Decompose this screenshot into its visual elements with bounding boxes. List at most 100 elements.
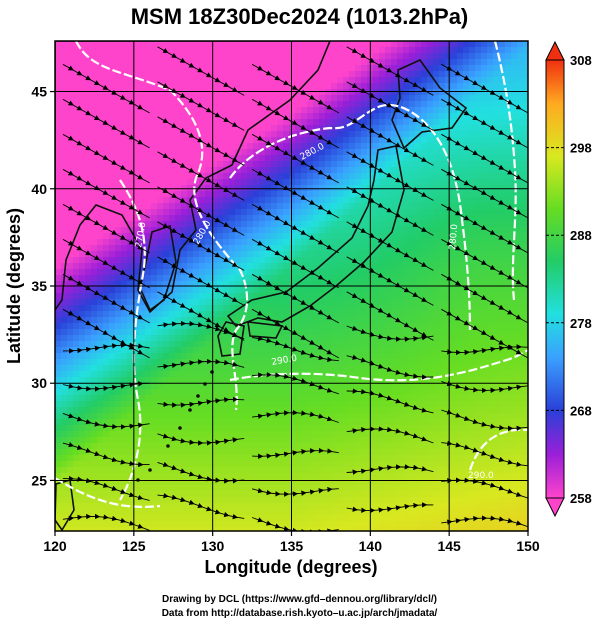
field-cell (85, 59, 92, 66)
field-cell (469, 281, 476, 288)
field-cell (523, 299, 528, 306)
field-cell (487, 107, 494, 114)
field-cell (289, 161, 296, 168)
field-cell (235, 227, 242, 234)
field-cell (283, 365, 290, 372)
field-cell (169, 395, 176, 402)
field-cell (487, 131, 494, 138)
field-cell (373, 41, 380, 48)
field-cell (55, 377, 62, 384)
field-cell (361, 59, 368, 66)
field-cell (415, 365, 422, 372)
field-cell (439, 341, 446, 348)
field-cell (385, 299, 392, 306)
field-cell (349, 89, 356, 96)
field-cell (421, 389, 428, 396)
field-cell (247, 95, 254, 102)
field-cell (55, 215, 62, 222)
field-cell (481, 353, 488, 360)
field-cell (217, 365, 224, 372)
field-cell (265, 401, 272, 408)
field-cell (151, 335, 158, 342)
field-cell (409, 167, 416, 174)
field-cell (421, 275, 428, 282)
field-cell (61, 221, 68, 228)
field-cell (469, 173, 476, 180)
field-cell (433, 275, 440, 282)
field-cell (331, 263, 338, 270)
field-cell (55, 233, 62, 240)
field-cell (103, 245, 110, 252)
field-cell (355, 305, 362, 312)
field-cell (175, 347, 182, 354)
field-cell (145, 269, 152, 276)
field-cell (181, 335, 188, 342)
field-cell (205, 269, 212, 276)
field-cell (157, 263, 164, 270)
field-cell (301, 401, 308, 408)
field-cell (319, 161, 326, 168)
field-cell (283, 107, 290, 114)
field-cell (481, 215, 488, 222)
field-cell (505, 185, 512, 192)
field-cell (511, 383, 518, 390)
field-cell (469, 353, 476, 360)
field-cell (439, 347, 446, 354)
field-cell (55, 401, 62, 408)
field-cell (127, 377, 134, 384)
field-cell (151, 83, 158, 90)
field-cell (427, 287, 434, 294)
field-cell (379, 89, 386, 96)
field-cell (475, 377, 482, 384)
field-cell (481, 377, 488, 384)
field-cell (283, 155, 290, 162)
field-cell (499, 113, 506, 120)
field-cell (451, 155, 458, 162)
field-cell (313, 323, 320, 330)
field-cell (139, 401, 146, 408)
field-cell (55, 77, 62, 84)
field-cell (397, 305, 404, 312)
field-cell (349, 41, 356, 48)
field-cell (67, 317, 74, 324)
field-cell (481, 341, 488, 348)
field-cell (517, 359, 524, 366)
field-cell (403, 179, 410, 186)
field-cell (241, 77, 248, 84)
field-cell (505, 389, 512, 396)
field-cell (517, 251, 524, 258)
field-cell (73, 323, 80, 330)
field-cell (223, 227, 230, 234)
field-cell (151, 215, 158, 222)
field-cell (91, 407, 98, 414)
field-cell (517, 53, 524, 60)
field-cell (157, 161, 164, 168)
field-cell (235, 401, 242, 408)
field-cell (253, 95, 260, 102)
field-cell (103, 41, 110, 48)
field-cell (427, 371, 434, 378)
field-cell (277, 119, 284, 126)
field-cell (379, 287, 386, 294)
field-cell (253, 353, 260, 360)
field-cell (259, 131, 266, 138)
field-cell (415, 149, 422, 156)
field-cell (427, 167, 434, 174)
field-cell (271, 269, 278, 276)
field-cell (145, 59, 152, 66)
field-cell (265, 413, 272, 420)
field-cell (505, 281, 512, 288)
field-cell (115, 257, 122, 264)
field-cell (289, 167, 296, 174)
field-cell (73, 407, 80, 414)
field-cell (481, 113, 488, 120)
field-cell (61, 287, 68, 294)
field-cell (349, 383, 356, 390)
field-cell (217, 407, 224, 414)
field-cell (493, 131, 500, 138)
field-cell (457, 59, 464, 66)
field-cell (259, 233, 266, 240)
field-cell (217, 227, 224, 234)
field-cell (343, 107, 350, 114)
field-cell (481, 137, 488, 144)
